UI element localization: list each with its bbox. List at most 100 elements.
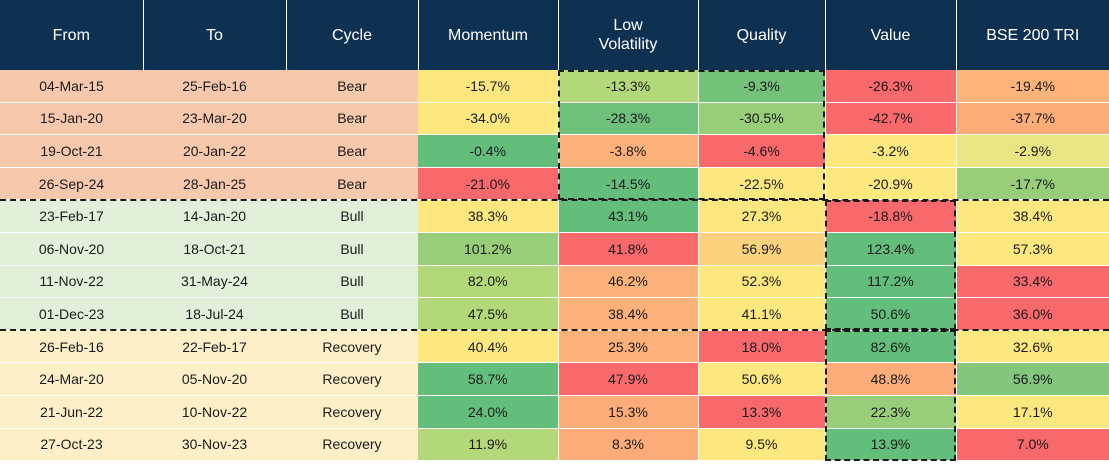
value-cell-low-volatility: 25.3% (558, 330, 699, 364)
from-cell: 21-Jun-22 (0, 395, 143, 429)
table-row: 27-Oct-23 30-Nov-23 Recovery 11.9% 8.3% 9.5% 1… (0, 428, 1109, 462)
table-row: 04-Mar-15 25-Feb-16 Bear -15.7% -13.3% -9.3% -… (0, 70, 1109, 103)
value-cell-bse-200-tri: 38.4% (956, 199, 1109, 233)
from-cell: 15-Jan-20 (0, 102, 143, 136)
table-row: 23-Feb-17 14-Jan-20 Bull 38.3% 43.1% 27.3% -18… (0, 199, 1109, 233)
value-cell-bse-200-tri: -17.7% (956, 167, 1109, 201)
value-cell-value: 48.8% (825, 362, 957, 396)
cycle-cell: Bull (286, 199, 418, 233)
value-cell-bse-200-tri: 33.4% (956, 265, 1109, 299)
to-cell: 30-Nov-23 (143, 428, 286, 462)
value-cell-quality: -9.3% (698, 70, 826, 103)
value-cell-quality: 56.9% (698, 232, 826, 266)
value-cell-quality: 18.0% (698, 330, 826, 364)
value-cell-momentum: -15.7% (418, 70, 559, 103)
value-cell-quality: 52.3% (698, 265, 826, 299)
value-cell-low-volatility: -28.3% (558, 102, 699, 136)
cycle-cell: Bull (286, 297, 418, 331)
value-cell-value: 22.3% (825, 395, 957, 429)
value-cell-momentum: -21.0% (418, 167, 559, 201)
value-cell-bse-200-tri: 57.3% (956, 232, 1109, 266)
value-cell-value: -3.2% (825, 134, 957, 168)
to-cell: 20-Jan-22 (143, 134, 286, 168)
cycle-cell: Recovery (286, 395, 418, 429)
value-cell-value: -18.8% (825, 199, 957, 233)
from-cell: 23-Feb-17 (0, 199, 143, 233)
cycle-cell: Bear (286, 102, 418, 136)
from-cell: 04-Mar-15 (0, 70, 143, 103)
value-cell-momentum: 101.2% (418, 232, 559, 266)
value-cell-momentum: 82.0% (418, 265, 559, 299)
value-cell-quality: 41.1% (698, 297, 826, 331)
value-cell-low-volatility: -14.5% (558, 167, 699, 201)
value-cell-value: -26.3% (825, 70, 957, 103)
value-cell-low-volatility: 46.2% (558, 265, 699, 299)
value-cell-low-volatility: 15.3% (558, 395, 699, 429)
value-cell-quality: 9.5% (698, 428, 826, 462)
value-cell-momentum: 47.5% (418, 297, 559, 331)
table-row: 26-Sep-24 28-Jan-25 Bear -21.0% -14.5% -22.5%… (0, 167, 1109, 201)
value-cell-bse-200-tri: -19.4% (956, 70, 1109, 103)
cycle-cell: Recovery (286, 330, 418, 364)
value-cell-low-volatility: 43.1% (558, 199, 699, 233)
value-cell-bse-200-tri: 56.9% (956, 362, 1109, 396)
from-cell: 24-Mar-20 (0, 362, 143, 396)
value-cell-low-volatility: 47.9% (558, 362, 699, 396)
to-cell: 18-Jul-24 (143, 297, 286, 331)
value-cell-low-volatility: -13.3% (558, 70, 699, 103)
table-row: 01-Dec-23 18-Jul-24 Bull 47.5% 38.4% 41.1% 50.… (0, 297, 1109, 331)
column-header-low-volatility: Low Volatility (558, 0, 699, 70)
table-row: 19-Oct-21 20-Jan-22 Bear -0.4% -3.8% -4.6% -3.… (0, 134, 1109, 168)
value-cell-momentum: 38.3% (418, 199, 559, 233)
value-cell-momentum: 11.9% (418, 428, 559, 462)
value-cell-low-volatility: 8.3% (558, 428, 699, 462)
cycle-cell: Recovery (286, 362, 418, 396)
value-cell-bse-200-tri: 36.0% (956, 297, 1109, 331)
value-cell-quality: -30.5% (698, 102, 826, 136)
value-cell-value: 82.6% (825, 330, 957, 364)
value-cell-momentum: 58.7% (418, 362, 559, 396)
to-cell: 31-May-24 (143, 265, 286, 299)
from-cell: 19-Oct-21 (0, 134, 143, 168)
value-cell-bse-200-tri: 17.1% (956, 395, 1109, 429)
to-cell: 10-Nov-22 (143, 395, 286, 429)
cycle-cell: Bear (286, 167, 418, 201)
column-header-value: Value (825, 0, 957, 70)
value-cell-bse-200-tri: 7.0% (956, 428, 1109, 462)
from-cell: 27-Oct-23 (0, 428, 143, 462)
value-cell-momentum: -0.4% (418, 134, 559, 168)
value-cell-quality: 50.6% (698, 362, 826, 396)
value-cell-bse-200-tri: -37.7% (956, 102, 1109, 136)
column-header-cycle: Cycle (286, 0, 419, 70)
value-cell-momentum: 24.0% (418, 395, 559, 429)
value-cell-bse-200-tri: 32.6% (956, 330, 1109, 364)
value-cell-quality: 13.3% (698, 395, 826, 429)
value-cell-value: 50.6% (825, 297, 957, 331)
table-row: 26-Feb-16 22-Feb-17 Recovery 40.4% 25.3% 18.0… (0, 330, 1109, 364)
to-cell: 05-Nov-20 (143, 362, 286, 396)
table-row: 21-Jun-22 10-Nov-22 Recovery 24.0% 15.3% 13.3… (0, 395, 1109, 429)
to-cell: 14-Jan-20 (143, 199, 286, 233)
value-cell-low-volatility: 41.8% (558, 232, 699, 266)
value-cell-quality: 27.3% (698, 199, 826, 233)
value-cell-value: 123.4% (825, 232, 957, 266)
value-cell-bse-200-tri: -2.9% (956, 134, 1109, 168)
from-cell: 26-Sep-24 (0, 167, 143, 201)
value-cell-quality: -22.5% (698, 167, 826, 201)
header-row: From To Cycle Momentum Low Volatility Quality V… (0, 0, 1109, 70)
value-cell-value: -20.9% (825, 167, 957, 201)
column-header-from: From (0, 0, 144, 70)
to-cell: 22-Feb-17 (143, 330, 286, 364)
cycle-cell: Bear (286, 134, 418, 168)
value-cell-quality: -4.6% (698, 134, 826, 168)
from-cell: 06-Nov-20 (0, 232, 143, 266)
table-row: 24-Mar-20 05-Nov-20 Recovery 58.7% 47.9% 50.6… (0, 362, 1109, 396)
to-cell: 28-Jan-25 (143, 167, 286, 201)
to-cell: 23-Mar-20 (143, 102, 286, 136)
column-header-bse-200-tri: BSE 200 TRI (956, 0, 1109, 70)
to-cell: 25-Feb-16 (143, 70, 286, 103)
column-header-quality: Quality (698, 0, 826, 70)
column-header-momentum: Momentum (418, 0, 559, 70)
from-cell: 01-Dec-23 (0, 297, 143, 331)
